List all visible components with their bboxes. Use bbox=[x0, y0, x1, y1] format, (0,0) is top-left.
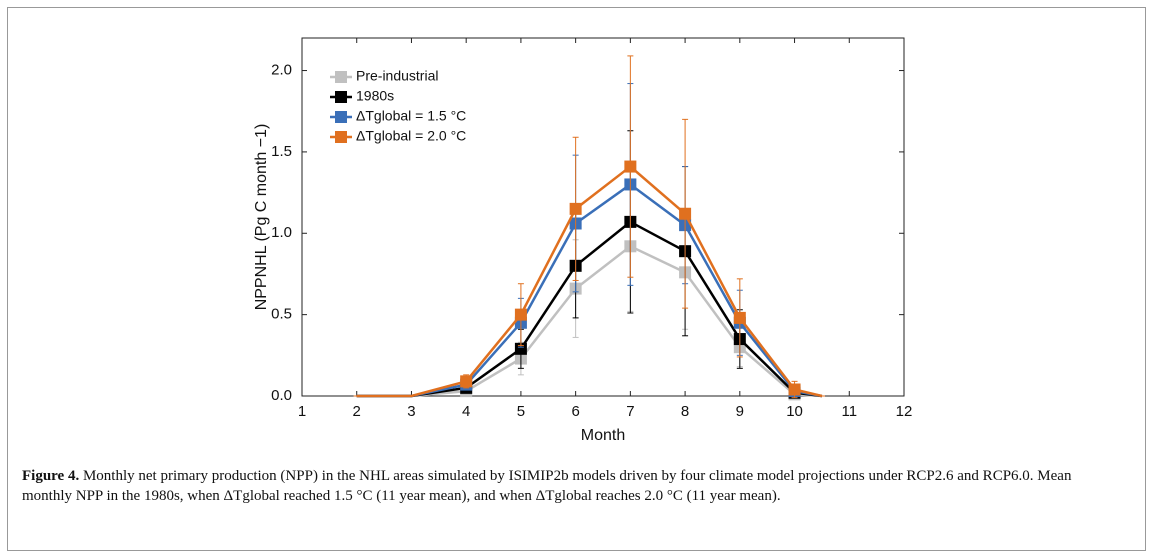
caption-label: Figure 4. bbox=[22, 468, 80, 484]
legend-marker bbox=[335, 91, 347, 103]
x-axis-label: Month bbox=[581, 427, 625, 444]
legend-marker bbox=[335, 131, 347, 143]
plot-frame bbox=[301, 37, 905, 397]
y-axis-label: NPPNHL (Pg C month −1) bbox=[253, 124, 270, 311]
x-tick-label: 12 bbox=[896, 403, 913, 420]
y-tick-label: 0.0 bbox=[271, 387, 292, 404]
series-line bbox=[356, 182, 823, 398]
y-tick-label: 1.5 bbox=[271, 143, 292, 160]
point-marker bbox=[733, 311, 746, 324]
x-tick-label: 8 bbox=[681, 403, 689, 420]
legend-label: Pre-industrial bbox=[356, 68, 438, 84]
point-marker bbox=[679, 207, 692, 220]
x-tick-label: 11 bbox=[841, 403, 857, 420]
x-tick-label: 10 bbox=[786, 403, 803, 420]
x-tick-label: 6 bbox=[571, 403, 579, 420]
x-tick-label: 7 bbox=[626, 403, 634, 420]
caption: Figure 4. Monthly net primary production… bbox=[22, 466, 1122, 506]
x-tick-label: 1 bbox=[298, 403, 306, 420]
legend-label: ΔTglobal = 1.5 °C bbox=[356, 108, 466, 124]
point-marker bbox=[460, 375, 473, 388]
y-tick-label: 1.0 bbox=[271, 224, 292, 241]
caption-text: Monthly net primary production (NPP) in … bbox=[22, 468, 1072, 504]
chart: NPPNHL (Pg C month −1) Month 0.0 0.5 1.0 1.… bbox=[253, 37, 913, 444]
series-line bbox=[356, 220, 823, 398]
y-tick-label: 2.0 bbox=[271, 62, 292, 79]
x-tick-label: 9 bbox=[736, 403, 744, 420]
x-tick-label: 2 bbox=[353, 403, 361, 420]
legend-label: ΔTglobal = 2.0 °C bbox=[356, 128, 466, 144]
point-marker bbox=[788, 383, 801, 396]
figure-frame bbox=[7, 7, 1146, 551]
y-tick-label: 0.5 bbox=[271, 306, 292, 323]
series-line bbox=[356, 164, 823, 398]
point-marker bbox=[514, 308, 527, 321]
legend-marker bbox=[335, 71, 347, 83]
series-line bbox=[356, 244, 822, 398]
x-tick-label: 4 bbox=[462, 403, 470, 420]
point-marker bbox=[569, 202, 582, 215]
legend-label: 1980s bbox=[356, 88, 394, 104]
x-tick-label: 3 bbox=[407, 403, 415, 420]
x-tick-label: 5 bbox=[517, 403, 525, 420]
legend-marker bbox=[335, 111, 347, 123]
point-marker bbox=[624, 160, 637, 173]
